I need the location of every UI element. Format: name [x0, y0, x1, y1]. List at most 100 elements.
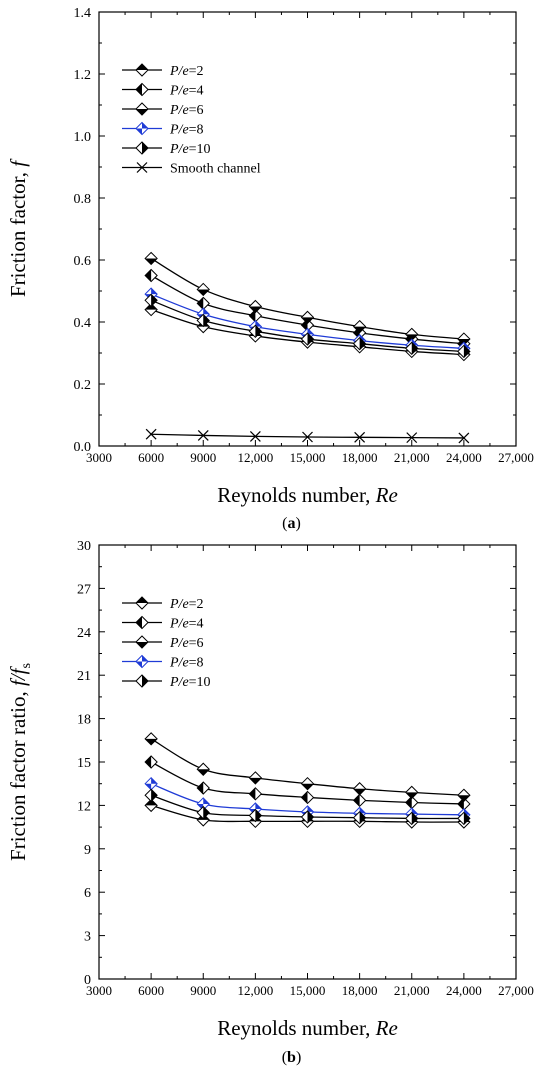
x-tick-label: 24,000 [446, 450, 482, 465]
data-point [354, 431, 366, 443]
y-tick-label: 1.0 [74, 130, 92, 145]
x-tick-label: 9000 [190, 983, 216, 998]
y-tick-label: 1.4 [74, 6, 92, 21]
y-tick-label: 0 [84, 973, 91, 988]
legend-item: P/e=10 [122, 674, 211, 690]
plot-frame [98, 11, 517, 447]
data-point [302, 431, 313, 443]
y-tick-label: 0.8 [74, 192, 92, 207]
x-tick-label: 6000 [138, 983, 164, 998]
data-point [458, 432, 470, 444]
y-axis-label: Friction factor ratio, f/fs [6, 663, 34, 861]
plot-frame [98, 544, 517, 980]
data-point [405, 811, 419, 826]
y-tick-label: 1.2 [74, 68, 92, 83]
x-tick-label: 24,000 [446, 983, 482, 998]
data-point [457, 811, 471, 826]
x-tick-label: 3000 [86, 983, 112, 998]
legend-item: P/e=4 [122, 82, 204, 99]
data-point [144, 798, 158, 813]
y-tick-label: 0.6 [74, 254, 92, 269]
x-tick-label: 21,000 [394, 450, 430, 465]
y-axis-label: Friction factor, f [6, 158, 30, 297]
legend-label: P/e=2 [169, 597, 204, 612]
panel-label: (a) [282, 515, 301, 532]
data-point [248, 299, 263, 314]
y-tick-label: 6 [84, 886, 91, 901]
data-point [457, 344, 471, 359]
data-point [406, 432, 418, 444]
data-point [457, 797, 471, 811]
panel-label: (b) [282, 1049, 302, 1066]
data-point [144, 776, 158, 791]
data-point [352, 810, 367, 825]
y-tick-label: 30 [77, 539, 91, 554]
x-tick-label: 27,000 [498, 450, 534, 465]
y-tick-label: 24 [77, 626, 91, 641]
y-tick-label: 0.0 [74, 440, 92, 455]
legend-marker [135, 674, 149, 688]
data-point [248, 771, 263, 785]
legend-marker [135, 654, 149, 669]
legend-marker [135, 141, 149, 155]
x-tick-label: 18,000 [342, 450, 378, 465]
legend-marker [135, 596, 149, 610]
data-point [144, 732, 158, 746]
data-point [405, 785, 419, 800]
data-point [249, 430, 261, 442]
legend-item: P/e=10 [122, 141, 211, 157]
legend-label: P/e=2 [169, 64, 204, 79]
data-point [405, 341, 419, 356]
panel-b: 3000 6000 9000 12,000 15,000 18,000 21,000 24,0… [6, 539, 534, 1066]
data-point [196, 781, 210, 795]
x-tick-label: 9000 [190, 450, 216, 465]
data-point [352, 336, 367, 351]
legend-label: Smooth channel [170, 162, 261, 177]
y-tick-label: 9 [84, 843, 91, 858]
data-point [300, 790, 315, 805]
data-point [248, 324, 263, 339]
data-point [144, 293, 158, 308]
data-point [196, 282, 210, 297]
y-tick-label: 21 [77, 669, 91, 684]
legend-label: P/e=8 [169, 123, 204, 138]
legend-label: P/e=6 [169, 103, 204, 118]
x-tick-label: 15,000 [290, 450, 326, 465]
data-point [197, 430, 209, 441]
legend-item: P/e=6 [122, 635, 204, 651]
legend-marker [135, 102, 149, 116]
x-tick-label: 15,000 [290, 983, 326, 998]
data-point [457, 788, 471, 802]
x-tick-label: 6000 [138, 450, 164, 465]
x-tick-label: 12,000 [238, 983, 274, 998]
x-tick-label: 21,000 [394, 983, 430, 998]
legend-label: P/e=4 [169, 617, 204, 632]
data-point [145, 428, 157, 440]
data-point [352, 319, 367, 334]
legend-label: P/e=10 [169, 142, 211, 157]
data-point [144, 788, 158, 802]
data-point [196, 313, 210, 328]
legend-label: P/e=8 [169, 656, 204, 671]
x-tick-label: 18,000 [342, 983, 378, 998]
x-axis-label: Reynolds number, Re [217, 483, 398, 507]
x-tick-label: 3000 [86, 450, 112, 465]
legend-marker [135, 63, 149, 77]
y-tick-label: 3 [84, 930, 91, 945]
data-point [300, 776, 315, 791]
x-tick-label: 12,000 [238, 450, 274, 465]
y-tick-label: 0.4 [74, 316, 92, 331]
x-axis-label: Reynolds number, Re [217, 1016, 398, 1040]
legend-item: P/e=8 [122, 121, 204, 138]
data-point [300, 810, 315, 824]
legend-label: P/e=10 [169, 675, 211, 690]
data-point [300, 332, 315, 346]
data-point [144, 268, 158, 283]
legend-label: P/e=4 [169, 84, 204, 99]
y-tick-label: 15 [77, 756, 91, 771]
data-point [352, 782, 367, 796]
data-point [144, 755, 158, 769]
legend-item: P/e=2 [122, 596, 204, 612]
legend-label: P/e=6 [169, 636, 204, 651]
